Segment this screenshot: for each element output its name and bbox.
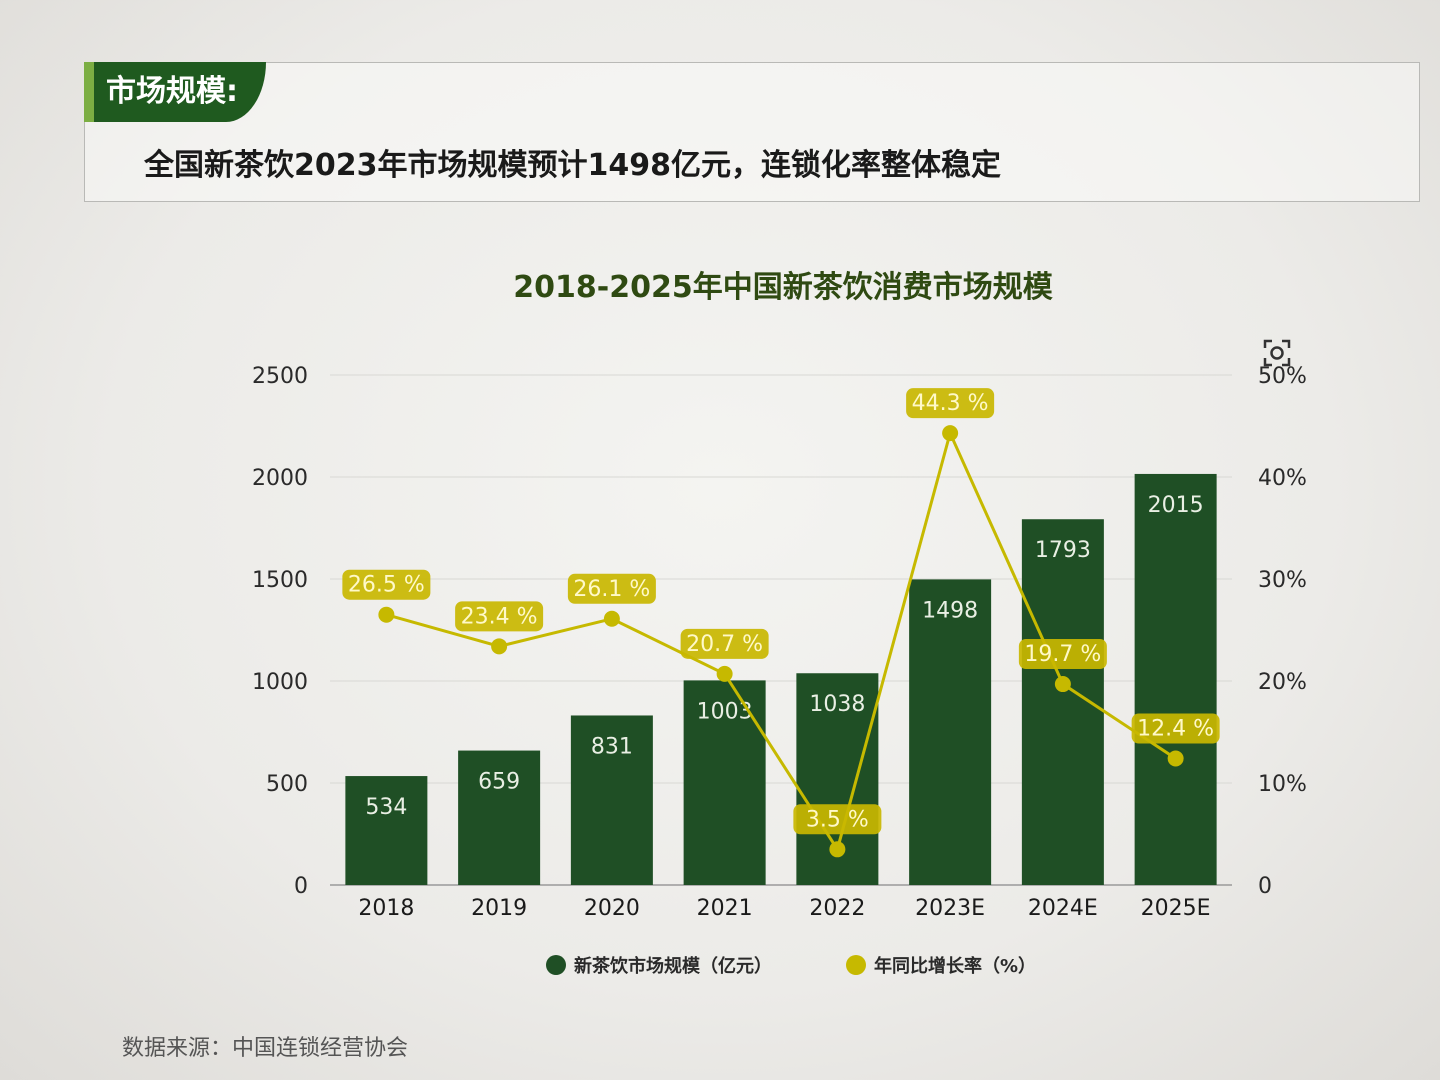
y-right-tick-label: 0	[1258, 874, 1272, 899]
bar	[345, 776, 428, 885]
y-right-tick-label: 10%	[1258, 772, 1307, 797]
growth-rate-label-bg	[906, 388, 995, 419]
legend-label-growth-rate: 年同比增长率（%）	[874, 956, 1037, 977]
growth-rate-point	[1054, 676, 1071, 693]
section-tag: 市场规模:	[84, 62, 266, 122]
growth-rate-point	[829, 841, 846, 858]
legend-item-market-size: 新茶饮市场规模（亿元）	[546, 952, 772, 978]
x-tick-label: 2022	[809, 896, 865, 921]
bar	[570, 715, 653, 885]
growth-rate-point	[1167, 750, 1184, 767]
bar-value-label: 1498	[922, 598, 978, 623]
bar-value-label: 2015	[1148, 493, 1204, 518]
chart-title: 2018-2025年中国新茶饮消费市场规模	[513, 270, 1053, 305]
screen-capture-icon[interactable]	[1262, 338, 1292, 368]
x-tick-label: 2020	[584, 896, 640, 921]
y-right-tick-label: 50%	[1258, 364, 1307, 389]
y-left-tick-label: 500	[266, 772, 308, 797]
growth-rate-label-bg	[342, 569, 431, 600]
bar-value-label: 1038	[809, 692, 865, 717]
x-tick-label: 2018	[358, 896, 414, 921]
axis-layer: 0 500 1000 1500 2000 2500 0 10% 20% 30% 40% 50% 2018…	[252, 364, 1307, 921]
y-left-tick-label: 1000	[252, 670, 308, 695]
growth-rate-label: 23.4 %	[461, 604, 538, 629]
bar-value-label: 659	[478, 770, 520, 795]
header-box	[84, 62, 1420, 202]
growth-rate-label-bg	[1131, 713, 1220, 744]
legend: 新茶饮市场规模（亿元） 年同比增长率（%）	[546, 952, 1036, 978]
headline: 全国新茶饮2023年市场规模预计1498亿元，连锁化率整体稳定	[144, 148, 1001, 183]
growth-rate-label-bg	[455, 601, 544, 632]
line-layer: 26.5 % 23.4 % 26.1 % 20.7 % 3.5 % 44.3 % 19.7 …	[342, 388, 1220, 858]
y-left-tick-label: 0	[294, 874, 308, 899]
y-right-tick-label: 30%	[1258, 568, 1307, 593]
bar-value-label: 1793	[1035, 538, 1091, 563]
growth-rate-label: 3.5 %	[806, 807, 869, 832]
x-tick-label: 2019	[471, 896, 527, 921]
y-left-tick-label: 1500	[252, 568, 308, 593]
growth-rate-label-bg	[567, 573, 656, 604]
growth-rate-point	[491, 638, 508, 655]
growth-rate-label-bg	[1018, 639, 1107, 670]
x-tick-label: 2021	[697, 896, 753, 921]
legend-marker-line	[846, 955, 866, 975]
growth-rate-label: 20.7 %	[686, 632, 763, 657]
growth-rate-label: 26.5 %	[348, 573, 425, 598]
growth-rate-label: 12.4 %	[1137, 717, 1214, 742]
y-left-tick-label: 2500	[252, 364, 308, 389]
growth-rate-label-bg	[680, 628, 769, 659]
growth-rate-point	[942, 425, 959, 442]
x-tick-label: 2024E	[1028, 896, 1098, 921]
growth-rate-label: 26.1 %	[573, 577, 650, 602]
bar	[458, 750, 541, 885]
growth-rate-point	[378, 606, 395, 623]
y-right-tick-label: 40%	[1258, 466, 1307, 491]
growth-rate-label: 44.3 %	[912, 391, 989, 416]
x-tick-label: 2023E	[915, 896, 985, 921]
bar	[909, 579, 992, 885]
y-left-tick-label: 2000	[252, 466, 308, 491]
growth-rate-point	[716, 665, 733, 682]
growth-rate-label: 19.7 %	[1024, 642, 1101, 667]
x-tick-label: 2025E	[1141, 896, 1211, 921]
growth-rate-label-bg	[793, 804, 882, 835]
y-right-tick-label: 20%	[1258, 670, 1307, 695]
bar	[1134, 473, 1217, 885]
legend-marker-bar	[546, 955, 566, 975]
data-source: 数据来源：中国连锁经营协会	[122, 1036, 409, 1061]
bar-value-label: 831	[591, 734, 633, 759]
bar-value-label: 534	[365, 795, 407, 820]
legend-item-growth-rate: 年同比增长率（%）	[846, 952, 1036, 978]
legend-label-market-size: 新茶饮市场规模（亿元）	[574, 956, 772, 977]
growth-rate-point	[603, 610, 620, 627]
